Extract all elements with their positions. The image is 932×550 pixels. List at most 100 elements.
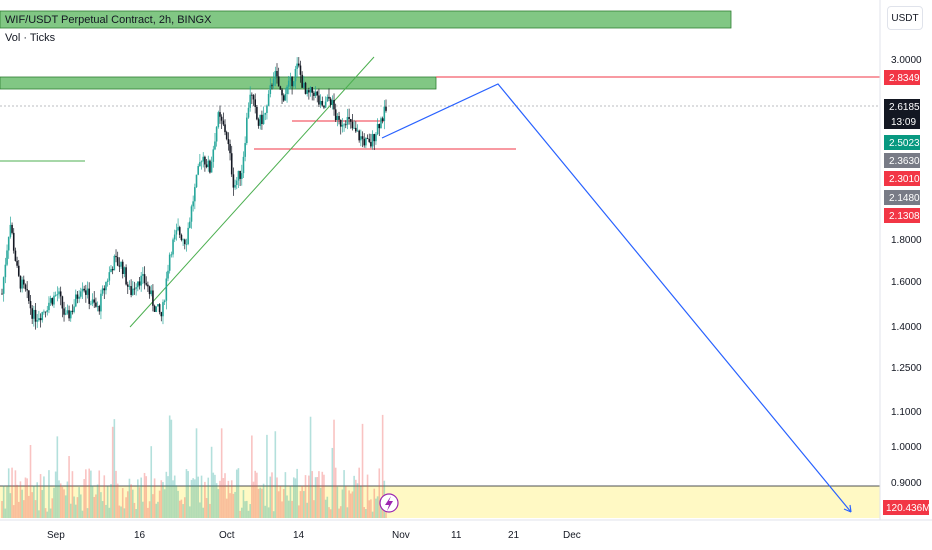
candle-body bbox=[328, 96, 330, 99]
candle-body bbox=[202, 156, 205, 162]
volume-bar bbox=[234, 491, 236, 518]
svg-text:2.6185: 2.6185 bbox=[889, 102, 920, 113]
price-axis-bg bbox=[880, 0, 932, 550]
volume-bar bbox=[133, 502, 136, 518]
volume-bar bbox=[308, 475, 310, 518]
volume-bar bbox=[329, 509, 332, 518]
volume-bar bbox=[172, 480, 174, 518]
candle-body bbox=[17, 265, 20, 276]
volume-bar bbox=[7, 468, 10, 518]
volume-bar bbox=[83, 479, 85, 518]
volume-bar bbox=[277, 491, 280, 518]
candle-body bbox=[192, 201, 194, 207]
candle-body bbox=[56, 294, 59, 296]
candle-body bbox=[162, 302, 164, 317]
volume-bar bbox=[272, 511, 275, 518]
candle-body bbox=[4, 264, 7, 278]
projection-path[interactable] bbox=[381, 83, 852, 513]
volume-bar bbox=[91, 485, 94, 518]
volume-bar bbox=[353, 475, 355, 518]
volume-bar bbox=[294, 478, 297, 518]
candle-body bbox=[252, 95, 255, 100]
volume-bar bbox=[349, 493, 352, 518]
volume-bar bbox=[64, 495, 67, 518]
candle-body bbox=[148, 286, 151, 295]
candle-body bbox=[368, 138, 371, 142]
candle-body bbox=[237, 170, 240, 181]
volume-bar bbox=[168, 415, 171, 518]
volume-bar bbox=[380, 502, 382, 518]
price-axis-ticks[interactable]: 3.0000 1.8000 1.6000 1.4000 1.2500 1.100… bbox=[891, 55, 922, 489]
time-axis-ticks[interactable]: Sep 16 Oct 14 Nov 11 21 Dec bbox=[47, 530, 581, 541]
volume-bar bbox=[341, 489, 344, 518]
y-tick: 1.8000 bbox=[891, 235, 922, 246]
candle-body bbox=[183, 239, 186, 245]
volume-bar bbox=[103, 475, 106, 518]
volume-bar bbox=[210, 446, 213, 518]
candle-body bbox=[46, 310, 49, 312]
y-tick: 1.1000 bbox=[891, 407, 922, 418]
candle-body bbox=[7, 236, 10, 251]
volume-bar bbox=[346, 507, 349, 518]
candle-body bbox=[334, 109, 337, 121]
candle-body bbox=[264, 112, 267, 115]
y-tick: 1.0000 bbox=[891, 442, 922, 453]
volume-bar bbox=[381, 414, 384, 518]
candle-body bbox=[85, 290, 87, 295]
supply-zone-top[interactable] bbox=[0, 10, 732, 29]
volume-bar bbox=[276, 477, 278, 518]
resistance-zone[interactable] bbox=[0, 76, 437, 90]
candle-body bbox=[53, 295, 55, 305]
candle-body bbox=[178, 227, 181, 235]
candle-body bbox=[271, 85, 273, 87]
y-tick: 1.6000 bbox=[891, 277, 922, 288]
volume-bar bbox=[257, 488, 260, 518]
candle-body bbox=[190, 206, 193, 222]
volume-bar bbox=[34, 500, 37, 518]
volume-bar bbox=[204, 481, 206, 518]
volume-bar bbox=[29, 444, 32, 518]
candle-body bbox=[160, 312, 163, 317]
volume-bar bbox=[126, 491, 129, 518]
candle-body bbox=[267, 93, 270, 106]
candle-body bbox=[381, 118, 384, 121]
y-tick: 0.9000 bbox=[891, 478, 922, 489]
volume-bar bbox=[160, 480, 163, 518]
volume-bar bbox=[303, 491, 305, 518]
volume-bar bbox=[16, 484, 18, 518]
candle-body bbox=[235, 180, 238, 186]
candle-body bbox=[296, 63, 298, 69]
candle-body bbox=[138, 281, 141, 286]
price-tag-red-low: 2.1308 bbox=[884, 208, 920, 223]
volume-bar bbox=[264, 505, 267, 518]
volume-bar bbox=[31, 492, 33, 518]
volume-bar bbox=[175, 485, 178, 518]
volume-bar bbox=[39, 474, 42, 518]
candle-body bbox=[170, 254, 173, 256]
candle-body bbox=[93, 299, 96, 303]
price-tag-last: 2.6185 13:09 bbox=[884, 99, 920, 129]
candle-body bbox=[249, 94, 251, 108]
candle-body bbox=[256, 106, 258, 120]
volume-bar bbox=[158, 490, 161, 518]
volume-bar bbox=[78, 487, 80, 518]
currency-button[interactable]: USDT bbox=[887, 6, 923, 30]
candle-body bbox=[212, 149, 215, 162]
x-tick: Oct bbox=[219, 530, 235, 541]
volume-bar bbox=[304, 475, 307, 518]
volume-bar bbox=[199, 502, 201, 518]
candle-body bbox=[16, 260, 18, 266]
candle-body bbox=[383, 106, 386, 121]
volume-bar bbox=[385, 508, 387, 518]
x-tick: 14 bbox=[293, 530, 305, 541]
lightning-icon[interactable] bbox=[379, 493, 399, 513]
candle-body bbox=[277, 76, 280, 87]
volume-bar bbox=[22, 500, 25, 518]
volume-bar bbox=[130, 484, 132, 518]
volume-bars bbox=[1, 414, 387, 518]
demand-zone-bottom[interactable] bbox=[0, 486, 880, 518]
volume-bar bbox=[195, 428, 198, 518]
candle-body bbox=[225, 132, 228, 140]
volume-bar bbox=[279, 486, 282, 518]
